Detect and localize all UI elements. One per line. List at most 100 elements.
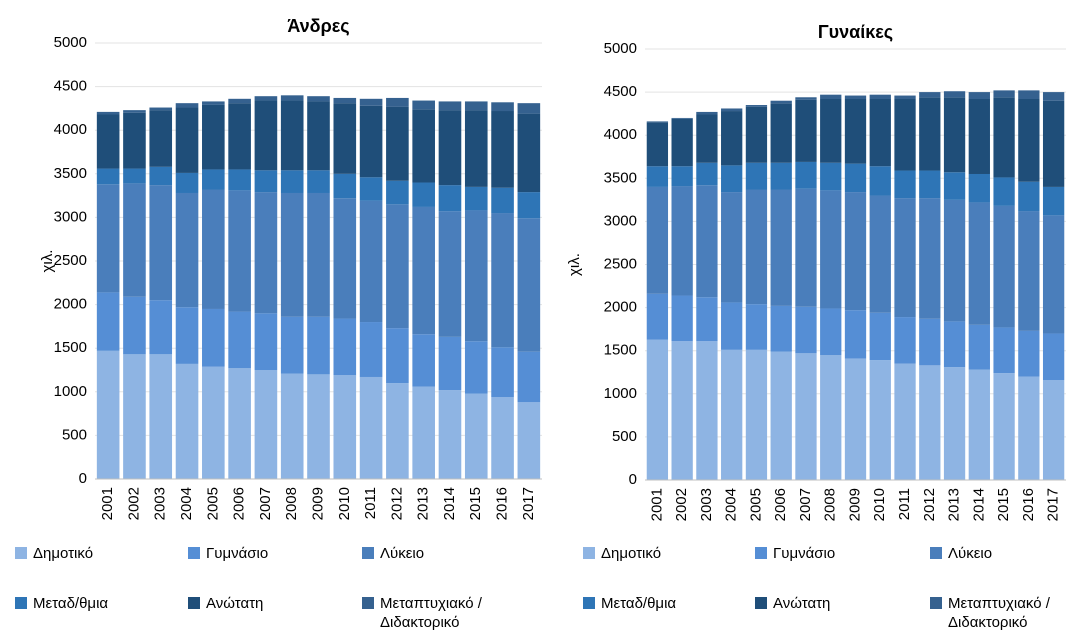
bar-segment [412,100,435,110]
bar-segment [386,204,409,329]
y-tick-label: 3500 [54,165,87,182]
bar-segment [438,211,462,337]
bar-segment [386,180,409,205]
bar-segment [386,97,409,107]
x-tick-label: 2005 [747,488,764,521]
x-tick-label: 2014 [441,487,458,520]
bar-segment [671,118,693,167]
bar-segment [894,98,916,171]
bar-segment [943,367,966,480]
bar-segment [280,170,304,193]
bar-segment [491,213,514,348]
bar-segment [307,192,330,317]
x-tick-label: 2004 [178,487,195,520]
bar-segment [464,101,488,111]
bar-segment [646,121,669,123]
bar-segment [228,103,251,170]
legend-swatch [15,597,27,609]
bar-segment [438,390,462,479]
bar-segment [412,182,435,207]
bar-segment [1018,376,1040,480]
legend-swatch [930,547,942,559]
bar-segment [123,112,146,169]
y-tick-label: 4500 [54,78,87,95]
bar-segment [517,351,541,403]
x-tick-label: 2003 [152,487,169,520]
bar-segment [1042,92,1065,101]
legend-item: Μεταπτυχιακό / Διδακτορικό [930,594,1073,632]
legend-label: Μεταπτυχιακό / Διδακτορικό [380,595,482,631]
bar-segment [696,111,718,115]
bar-segment [254,313,278,370]
bar-segment [149,107,173,111]
y-tick-label: 5000 [54,34,87,51]
y-tick-label: 2000 [54,296,87,313]
y-tick-label: 1000 [54,383,87,400]
bar-segment [96,184,120,293]
legend-swatch [362,547,374,559]
y-tick-label: 1000 [604,385,637,402]
x-tick-label: 2011 [896,488,913,520]
x-tick-label: 2005 [204,487,221,520]
bar-segment [943,172,966,200]
bar-segment [280,316,304,374]
bar-segment [333,318,357,376]
bar-segment [123,296,146,355]
x-tick-label: 2007 [797,488,814,521]
bar-segment [795,353,817,480]
x-tick-label: 2013 [415,487,432,520]
bar-segment [1042,333,1065,381]
bar-segment [894,198,916,318]
bar-segment [696,114,718,163]
legend-swatch [755,597,767,609]
bar-segment [412,386,435,479]
bar-segment [943,91,966,98]
bar-segment [254,100,278,171]
x-tick-label: 2015 [467,487,484,520]
y-tick-label: 3500 [604,169,637,186]
bar-segment [517,402,541,479]
bar-segment [202,169,225,190]
bar-segment [869,94,891,99]
bar-segment [844,358,867,480]
bar-segment [770,103,792,163]
bar-segment [1042,186,1065,216]
bar-segment [149,110,173,167]
legend-label: Ανώτατη [206,595,264,612]
legend-swatch [583,547,595,559]
bar-segment [943,199,966,322]
bar-segment [359,177,383,201]
bar-segment [968,98,990,174]
legend-item: Ανώτατη [755,594,920,613]
bar-segment [464,186,488,211]
bar-segment [96,350,120,479]
bar-segment [202,189,225,309]
bar-segment [844,98,867,164]
x-tick-label: 2002 [673,488,690,521]
x-tick-label: 2013 [946,488,963,521]
chart: Γυναίκες χιλ. 0 500 1000 1500 2000 2500 3000 3500… [566,22,1066,521]
bar-segment [919,97,941,171]
bar-segment [491,187,514,214]
bar-segment [943,321,966,368]
bar-segment [993,97,1015,178]
bar-segment [96,114,120,169]
bar-segment [491,102,514,112]
bar-segment [280,100,304,171]
bar-segment [280,95,304,101]
bar-segment [1042,100,1065,187]
x-tick-label: 2001 [648,488,665,521]
bar-segment [149,185,173,301]
legend-swatch [188,597,200,609]
legend-label: Μεταδ/θμια [33,595,109,612]
bar-segment [333,173,357,199]
y-tick-label: 2000 [604,299,637,316]
bar-segment [894,95,916,99]
bar-segment [671,117,693,119]
bar-segment [844,192,867,311]
legend-item: Δημοτικό [15,544,180,563]
legend-label: Μεταδ/θμια [601,595,677,612]
bar-segment [919,170,941,199]
bar-segment [721,108,743,112]
bar-segment [228,311,251,369]
